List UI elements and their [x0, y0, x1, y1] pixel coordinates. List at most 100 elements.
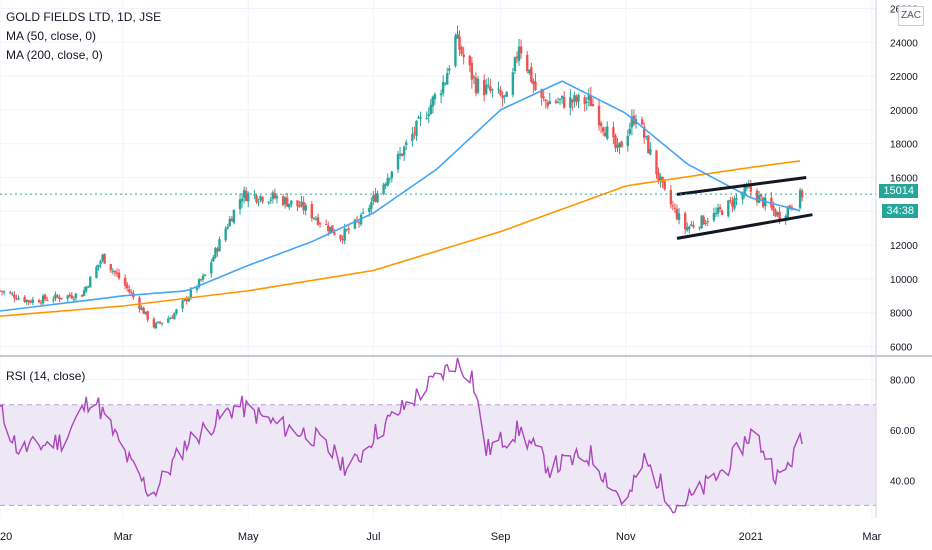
candle-body [382, 184, 385, 195]
candle-body [212, 257, 215, 262]
rsi-line [0, 357, 803, 514]
candle-body [255, 195, 258, 202]
candle-body [774, 209, 777, 217]
candle-body [419, 117, 422, 119]
candle-body [244, 190, 248, 201]
candle-body [113, 270, 117, 273]
candle-body [181, 300, 184, 309]
price-tick-label: 20000 [890, 106, 918, 117]
candle-body [41, 295, 45, 304]
candle-body [368, 208, 371, 212]
candle-body [302, 201, 305, 211]
candle-body [175, 309, 178, 314]
candle-body [9, 292, 12, 294]
candle-body [583, 97, 586, 105]
candle-body [446, 73, 449, 85]
candle-body [0, 290, 4, 292]
candle-body [158, 322, 162, 324]
candle-body [677, 213, 681, 220]
candle-body [370, 202, 373, 209]
rsi-axis: 40.00 60.00 80.00 [890, 376, 915, 488]
candle-body [169, 317, 172, 320]
candle-body [778, 211, 781, 222]
candle-body [109, 264, 112, 271]
time-tick-label: Nov [616, 531, 636, 543]
candle-body [476, 79, 480, 93]
channel-lower-line [676, 213, 813, 240]
time-axis[interactable]: 2020 Mar May Jul Sep Nov 2021 Mar [0, 531, 882, 543]
candle-body [101, 254, 104, 261]
candle-body [439, 93, 443, 96]
candle-body [427, 114, 430, 117]
candle-body [458, 36, 461, 50]
candle-body [460, 47, 463, 54]
candle-body [316, 217, 320, 225]
candle-body [247, 193, 250, 202]
candle-body [532, 80, 535, 85]
candle-body [474, 77, 478, 94]
candle-body [396, 153, 400, 170]
candle-body [288, 203, 291, 208]
candle-body [275, 196, 279, 199]
candle-body [123, 277, 127, 286]
candle-body [152, 318, 156, 328]
candle-body [226, 226, 229, 229]
candle-body [733, 198, 736, 209]
candle-body [281, 196, 285, 205]
candle-body [519, 46, 523, 54]
candle-body [125, 284, 129, 289]
candle-body [491, 89, 494, 91]
candle-body [333, 232, 336, 235]
candle-body [286, 197, 289, 207]
candle-body [597, 105, 601, 126]
candle-body [97, 264, 100, 268]
candle-body [70, 295, 74, 299]
candle-body [642, 126, 646, 138]
candle-body [741, 194, 744, 200]
candle-body [156, 321, 160, 323]
candle-body [361, 212, 365, 214]
time-tick-label: Mar [114, 531, 133, 543]
candle-body [517, 46, 521, 61]
candle-body [54, 294, 57, 299]
currency-button[interactable]: ZAC [898, 6, 924, 26]
candle-body [283, 197, 287, 205]
candle-body [688, 226, 691, 229]
candle-body [448, 68, 451, 71]
candle-body [530, 67, 533, 82]
ma50-legend: MA (50, close, 0) [6, 29, 97, 43]
candle-body [515, 56, 519, 59]
candle-body [154, 323, 158, 329]
candle-body [659, 176, 662, 182]
ma200-line [0, 160, 801, 317]
candle-body [462, 54, 465, 57]
candle-body [526, 54, 529, 71]
candle-body [729, 199, 732, 201]
candle-body [443, 83, 447, 85]
price-tick-label: 24000 [890, 38, 918, 49]
candle-body [712, 213, 716, 221]
candle-body [224, 228, 227, 241]
candle-body [702, 216, 705, 225]
candle-body [11, 293, 14, 295]
candle-body [684, 213, 687, 230]
candle-body [560, 95, 564, 99]
candle-body [271, 192, 275, 199]
candle-body [585, 101, 588, 103]
candle-body [74, 293, 78, 298]
candle-body [400, 153, 404, 156]
candle-body [714, 212, 718, 215]
candle-body [25, 299, 28, 303]
candle-body [647, 135, 650, 154]
candle-body [318, 223, 322, 225]
candle-body [298, 205, 301, 208]
time-tick-label: Mar [862, 531, 881, 543]
candle-body [706, 221, 709, 223]
rsi-legend: RSI (14, close) [6, 369, 86, 383]
candle-body [345, 229, 348, 231]
candle-body [259, 195, 262, 200]
candle-body [72, 298, 76, 300]
candle-body [52, 299, 55, 301]
candle-body [37, 300, 41, 303]
candle-body [425, 118, 428, 120]
